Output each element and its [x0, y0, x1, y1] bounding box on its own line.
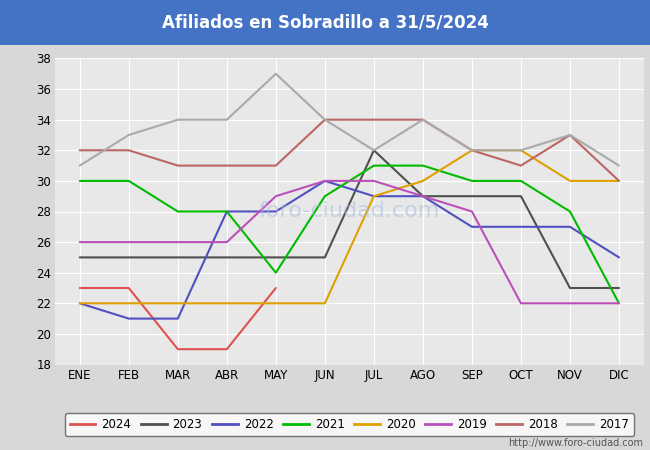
Text: foro-ciudad.com: foro-ciudad.com	[259, 202, 440, 221]
Text: http://www.foro-ciudad.com: http://www.foro-ciudad.com	[508, 438, 644, 448]
Legend: 2024, 2023, 2022, 2021, 2020, 2019, 2018, 2017: 2024, 2023, 2022, 2021, 2020, 2019, 2018…	[65, 413, 634, 436]
Text: Afiliados en Sobradillo a 31/5/2024: Afiliados en Sobradillo a 31/5/2024	[162, 14, 488, 32]
